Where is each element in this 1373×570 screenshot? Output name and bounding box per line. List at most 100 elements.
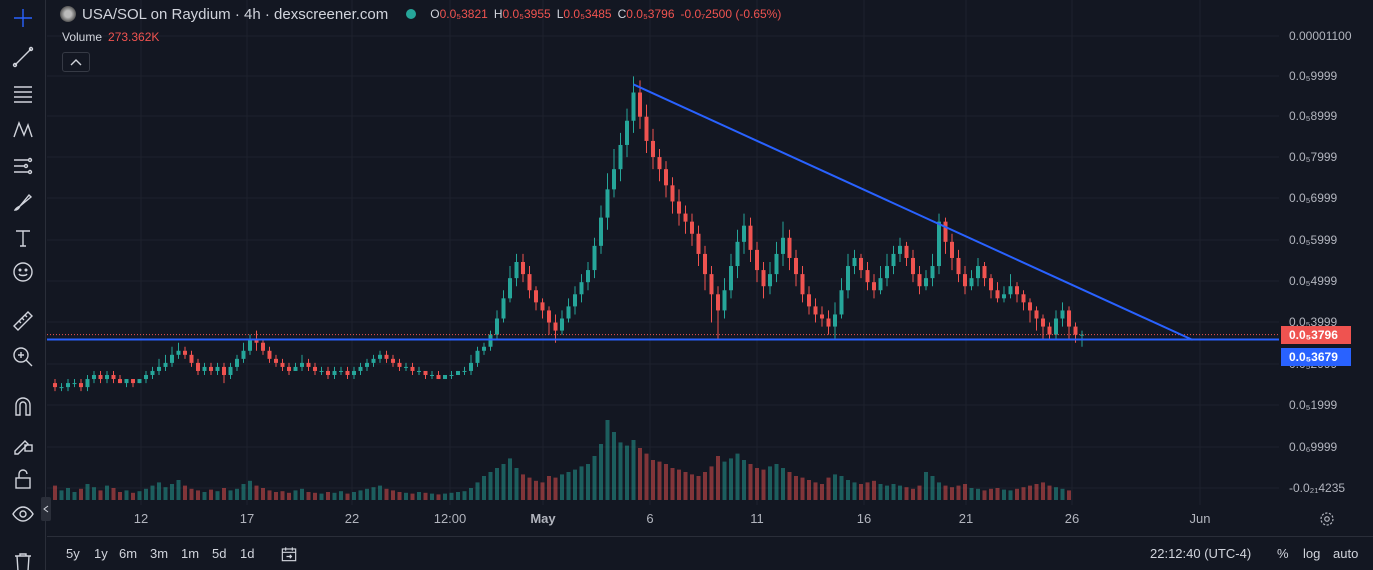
symbol-title[interactable]: USA/SOL on Raydium · 4h · dexscreener.co…	[82, 5, 389, 23]
volume-bar	[352, 492, 356, 500]
ohlc-change: -0.0₇2500 (-0.65%)	[680, 7, 782, 21]
volume-bar	[859, 484, 863, 500]
collapse-legend-button[interactable]	[62, 52, 90, 72]
candle-body	[410, 366, 415, 371]
emoji-icon[interactable]	[8, 258, 38, 286]
pattern-icon[interactable]	[8, 115, 38, 143]
range-3m[interactable]: 3m	[150, 546, 169, 561]
ohlc-close: C0.0₅3796	[617, 7, 675, 21]
candle-body	[345, 370, 350, 375]
volume-bar	[898, 485, 902, 500]
price-tick-label: 0.0₅4999	[1289, 274, 1338, 288]
candle-body	[904, 245, 909, 258]
candle-body	[53, 383, 57, 388]
settings-icon[interactable]	[1318, 510, 1336, 528]
candle-body	[1047, 326, 1052, 335]
candle-body	[306, 362, 311, 367]
volume-bar	[66, 488, 70, 500]
candle-body	[72, 383, 77, 385]
candle-body	[774, 253, 779, 275]
log-toggle[interactable]: log	[1303, 546, 1321, 561]
ruler-icon[interactable]	[8, 307, 38, 335]
volume-bar	[397, 492, 402, 500]
clock[interactable]: 22:12:40 (UTC-4)	[1150, 546, 1252, 561]
candle-body	[787, 237, 792, 258]
candle-body	[703, 253, 707, 275]
candle-body	[846, 266, 850, 291]
range-1d[interactable]: 1d	[240, 546, 255, 561]
volume-bar	[924, 472, 928, 500]
candle-body	[397, 362, 402, 367]
zoom-in-icon[interactable]	[8, 343, 38, 371]
magnet-icon[interactable]	[8, 393, 38, 421]
price-axis[interactable]: 0.00001100 0.0₅9999 0.0₅8999 0.0₅7999 0.0₅69…	[1279, 0, 1373, 532]
volume-bar	[105, 485, 109, 500]
volume-bar	[612, 432, 616, 500]
volume-bar	[508, 458, 512, 500]
candle-body	[586, 270, 590, 283]
text-icon[interactable]	[8, 224, 38, 252]
percent-toggle[interactable]: %	[1277, 546, 1289, 561]
candle-body	[1041, 318, 1045, 327]
candle-body	[137, 379, 142, 384]
volume-bar	[170, 484, 174, 500]
candle-body	[79, 383, 83, 388]
chart-header: USA/SOL on Raydium · 4h · dexscreener.co…	[60, 4, 787, 24]
volume-bar	[989, 488, 993, 500]
candle-body	[1054, 318, 1058, 335]
candle-body	[326, 370, 330, 375]
support-price-badge: 0.0₅3679	[1281, 347, 1351, 366]
candle-body	[768, 274, 772, 287]
candle-body	[800, 274, 805, 295]
date-range-icon[interactable]	[279, 544, 299, 569]
volume-bar	[911, 488, 915, 500]
candle-body	[540, 302, 545, 311]
volume-value: 273.362K	[108, 30, 160, 44]
candle-body	[105, 375, 109, 380]
candle-body	[826, 318, 831, 327]
candle-body	[365, 362, 369, 367]
price-tick-label: 0.0₅9999	[1289, 69, 1338, 83]
horizontal-lines-icon[interactable]	[8, 80, 38, 108]
volume-bar	[878, 484, 883, 500]
volume-bar	[664, 464, 668, 500]
brush-icon[interactable]	[8, 188, 38, 216]
candle-body	[1060, 310, 1065, 319]
scroll-left-handle[interactable]	[41, 497, 51, 521]
range-6m[interactable]: 6m	[119, 546, 138, 561]
candlesticks	[53, 76, 1084, 392]
volume-bar	[391, 490, 395, 500]
volume-bar	[462, 491, 467, 500]
volume-bar	[644, 453, 649, 500]
candle-body	[573, 294, 577, 307]
range-5d[interactable]: 5d	[212, 546, 227, 561]
volume-bar	[729, 458, 733, 500]
candle-body	[833, 314, 837, 327]
volume-bar	[261, 488, 265, 500]
range-5y[interactable]: 5y	[66, 546, 80, 561]
lock-icon[interactable]	[8, 465, 38, 493]
range-1y[interactable]: 1y	[94, 546, 108, 561]
candle-body	[612, 169, 616, 190]
auto-toggle[interactable]: auto	[1333, 546, 1359, 561]
candle-body	[59, 387, 64, 389]
volume-bar	[521, 474, 525, 500]
candle-body	[664, 169, 668, 186]
price-chart[interactable]	[47, 0, 1279, 532]
prediction-icon[interactable]	[8, 152, 38, 180]
trend-line-icon[interactable]	[8, 43, 38, 71]
candle-body	[937, 221, 941, 267]
range-1m[interactable]: 1m	[181, 546, 200, 561]
eye-icon[interactable]	[8, 500, 38, 528]
volume-bar	[820, 484, 824, 500]
lock-drawing-icon[interactable]	[8, 429, 38, 457]
time-tick-label: 26	[1064, 511, 1080, 526]
candle-body	[462, 370, 467, 372]
time-axis[interactable]: 12 17 22 12:00 May 6 11 16 21 26 Jun	[47, 505, 1279, 532]
trash-icon[interactable]	[8, 548, 38, 570]
candle-body	[553, 322, 558, 331]
volume-bar	[540, 482, 545, 500]
volume-bar	[306, 492, 311, 500]
crosshair-icon[interactable]	[8, 4, 38, 32]
candle-body	[761, 270, 766, 287]
